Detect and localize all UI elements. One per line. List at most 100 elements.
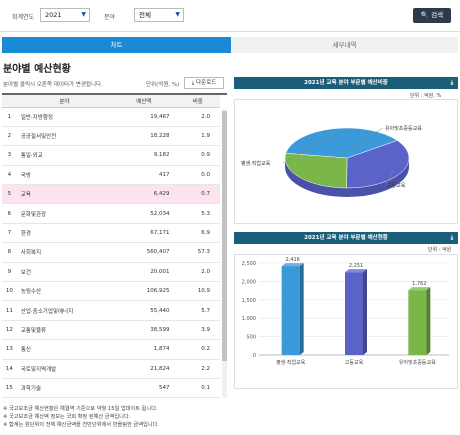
- cell-ratio: 1.9: [175, 126, 220, 147]
- cell-amount: 9,182: [112, 145, 176, 166]
- table-row[interactable]: 1 일반·지방행정 19,467 2.0: [2, 107, 220, 127]
- instruction-text: 분야별 클릭시 오른쪽 데이터가 변경됩니다.: [3, 82, 103, 88]
- bar[interactable]: [281, 263, 304, 355]
- cell-ratio: 2.2: [175, 359, 220, 379]
- download-icon: ⤓: [191, 80, 195, 86]
- pie-label: 고등교육: [387, 183, 406, 189]
- cell-no: 5: [2, 184, 17, 205]
- table-row[interactable]: 10 농림수산 106,925 10.9: [2, 281, 220, 302]
- chevron-down-icon: ▼: [175, 11, 180, 18]
- cell-no: 12: [2, 320, 17, 341]
- tab-chart[interactable]: 차트: [2, 37, 231, 53]
- footnote: ※ 국고보조금 예산액 정보는 국회 확정 된예산 금액입니다.: [3, 414, 131, 420]
- bar[interactable]: [408, 287, 431, 355]
- bar-value-label: 1,762: [412, 281, 426, 287]
- cell-amount: 417: [112, 165, 176, 186]
- search-icon: 🔍: [420, 11, 430, 19]
- header-ratio: 비중: [175, 95, 220, 108]
- download-icon[interactable]: ⤓: [450, 234, 454, 241]
- table-scrollbar[interactable]: [222, 109, 227, 398]
- x-tick-label: 유아및초중등교육: [399, 359, 436, 366]
- field-select-value: 전체: [139, 11, 151, 19]
- cell-ratio: 0.9: [175, 145, 220, 166]
- table-row[interactable]: 12 교통및물류 38,599 3.9: [2, 320, 220, 341]
- pie-slice[interactable]: [285, 127, 398, 159]
- cell-no: 11: [2, 300, 17, 321]
- cell-no: 3: [2, 145, 17, 166]
- cell-no: 9: [2, 262, 17, 283]
- header-amount: 예산액: [112, 95, 176, 108]
- footnote: ※ 국고보조금 예산현황은 예결역 기준으로 약월 15일 업데이트 됩니다.: [3, 406, 158, 412]
- download-button[interactable]: ⤓ 다운로드: [184, 77, 224, 89]
- search-button[interactable]: 🔍 검색: [413, 8, 451, 23]
- tab-detail[interactable]: 세부내역: [231, 37, 458, 53]
- header-no: [2, 95, 17, 108]
- cell-amount: 20,001: [112, 262, 176, 283]
- cell-ratio: 10.9: [175, 281, 220, 302]
- cell-amount: 547: [112, 378, 176, 398]
- cell-name: 국토및지역개발: [16, 359, 113, 379]
- cell-no: 4: [2, 165, 17, 186]
- table-row[interactable]: 5 교육 6,429 0.7: [2, 184, 220, 205]
- y-tick-label: 0: [253, 353, 256, 359]
- cell-amount: 19,467: [112, 107, 176, 127]
- cell-ratio: 2.0: [175, 107, 220, 127]
- cell-no: 15: [2, 378, 17, 398]
- pie-slice[interactable]: [346, 140, 410, 189]
- download-icon[interactable]: ⤓: [450, 79, 454, 86]
- bar-value-label: 2,416: [286, 257, 300, 263]
- cell-ratio: 0.1: [175, 378, 220, 398]
- bar[interactable]: [345, 269, 367, 355]
- cell-name: 사회복지: [16, 242, 113, 263]
- pie-label: 유아및초중등교육: [385, 125, 422, 132]
- cell-amount: 106,925: [112, 281, 176, 302]
- field-select[interactable]: 전체 ▼: [134, 8, 184, 22]
- table-row[interactable]: 7 환경 67,171 6.9: [2, 223, 220, 244]
- cell-amount: 52,034: [112, 203, 176, 224]
- bar-chart-panel: 0 500 1,000 1,500 2,000 2,500 2,416 평생·직업교육 2,25…: [234, 254, 458, 389]
- table-row[interactable]: 4 국방 417 0.0: [2, 165, 220, 186]
- table-row[interactable]: 2 공공질서및안전 18,228 1.9: [2, 126, 220, 147]
- y-tick-label: 500: [246, 335, 256, 341]
- cell-name: 국방: [16, 165, 113, 186]
- table-row[interactable]: 14 국토및지역개발 21,824 2.2: [2, 359, 220, 379]
- table-row[interactable]: 15 과학기술 547 0.1: [2, 378, 220, 398]
- chevron-down-icon: ▼: [81, 11, 86, 18]
- footnote: ※ 합계는 원단위의 전체 예산금액을 천만단위에서 반올림한 금액입니다.: [3, 422, 159, 428]
- cell-no: 10: [2, 281, 17, 302]
- table-row[interactable]: 8 사회복지 560,407 57.3: [2, 242, 220, 263]
- cell-name: 산업·중소기업및에너지: [16, 300, 113, 321]
- scrollbar-thumb[interactable]: [222, 111, 227, 361]
- cell-no: 2: [2, 126, 17, 147]
- table-row[interactable]: 3 통일·외교 9,182 0.9: [2, 145, 220, 166]
- pie-panel-unit: 단위 : 억원, %: [410, 93, 442, 99]
- pie-slice[interactable]: [284, 153, 348, 189]
- y-tick-label: 1,000: [242, 316, 256, 322]
- cell-name: 공공질서및안전: [16, 126, 113, 147]
- cell-no: 6: [2, 203, 17, 224]
- year-select[interactable]: 2021 ▼: [40, 8, 90, 22]
- table-row[interactable]: 13 통신 1,874 0.2: [2, 339, 220, 360]
- bar-panel-title: 2021년 교육 분야 부문별 예산현황: [304, 235, 388, 241]
- y-tick-label: 2,000: [242, 279, 256, 285]
- cell-name: 통신: [16, 339, 113, 360]
- year-label: 회계연도: [12, 14, 35, 21]
- cell-ratio: 5.7: [175, 300, 220, 321]
- field-label: 분야: [104, 14, 116, 21]
- cell-amount: 38,599: [112, 320, 176, 341]
- unit-text: 단위(억원, %): [146, 82, 180, 88]
- budget-table: 분야 예산액 비중 1 일반·지방행정 19,467 2.0 2 공공질서및안전 18,22…: [2, 95, 220, 398]
- pie-label: 평생·직업교육: [241, 160, 271, 167]
- cell-ratio: 3.9: [175, 320, 220, 341]
- cell-name: 농림수산: [16, 281, 113, 302]
- cell-no: 14: [2, 359, 17, 379]
- table-header-row: 분야 예산액 비중: [2, 95, 220, 108]
- bar-chart: 0 500 1,000 1,500 2,000 2,500 2,416 평생·직업교육 2,25…: [242, 257, 449, 366]
- table-row[interactable]: 6 문화및관광 52,034 5.3: [2, 203, 220, 224]
- cell-name: 보건: [16, 262, 113, 283]
- table-row[interactable]: 9 보건 20,001 2.0: [2, 262, 220, 283]
- cell-name: 교통및물류: [16, 320, 113, 341]
- section-title: 분야별 예산현황: [3, 64, 71, 75]
- table-row[interactable]: 11 산업·중소기업및에너지 55,440 5.7: [2, 300, 220, 321]
